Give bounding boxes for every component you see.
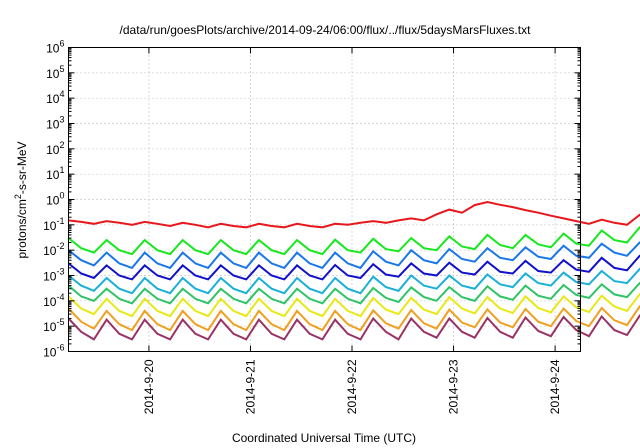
- x-tick-label: 2014-9-21: [243, 359, 257, 414]
- y-tick-label: 103: [46, 115, 64, 132]
- x-axis-label: Coordinated Universal Time (UTC): [232, 431, 416, 445]
- series-line: [67, 281, 640, 305]
- y-tick-label: 10-5: [43, 317, 64, 334]
- y-tick-label: 102: [46, 140, 64, 157]
- y-tick-label: 106: [46, 39, 64, 56]
- y-tick-label: 10-1: [43, 216, 64, 233]
- series-lines: [67, 200, 640, 341]
- x-axis-ticks: 2014-9-20 2014-9-21 2014-9-22 2014-9-23 2014…: [142, 47, 562, 414]
- y-tick-label: 105: [46, 64, 64, 81]
- chart-title: /data/run/goesPlots/archive/2014-09-24/0…: [120, 23, 532, 37]
- gridlines: [68, 47, 581, 352]
- y-tick-label: 101: [46, 165, 64, 182]
- y-tick-label: 104: [46, 89, 64, 106]
- y-tick-label: 10-2: [43, 241, 64, 258]
- y-tick-label: 10-6: [43, 343, 64, 360]
- series-line: [67, 293, 640, 318]
- series-line: [68, 200, 640, 229]
- x-tick-label: 2014-9-20: [142, 359, 156, 414]
- series-line: [67, 241, 640, 270]
- series-line: [67, 314, 640, 341]
- y-tick-label: 100: [46, 191, 64, 208]
- series-line: [67, 305, 640, 332]
- y-axis-label: protons/cm2-s-sr-MeV: [13, 141, 29, 258]
- x-tick-label: 2014-9-23: [447, 359, 461, 414]
- series-line: [67, 226, 640, 256]
- y-axis-ticks: 10-6 10-5 10-4 10-3 10-2 10-1 100 101 102 103 104 1…: [43, 39, 581, 360]
- series-line: [67, 254, 640, 281]
- x-tick-label: 2014-9-24: [548, 359, 562, 414]
- y-tick-label: 10-3: [43, 267, 64, 284]
- y-tick-label: 10-4: [43, 292, 64, 309]
- series-line: [67, 267, 640, 295]
- x-tick-label: 2014-9-22: [345, 359, 359, 414]
